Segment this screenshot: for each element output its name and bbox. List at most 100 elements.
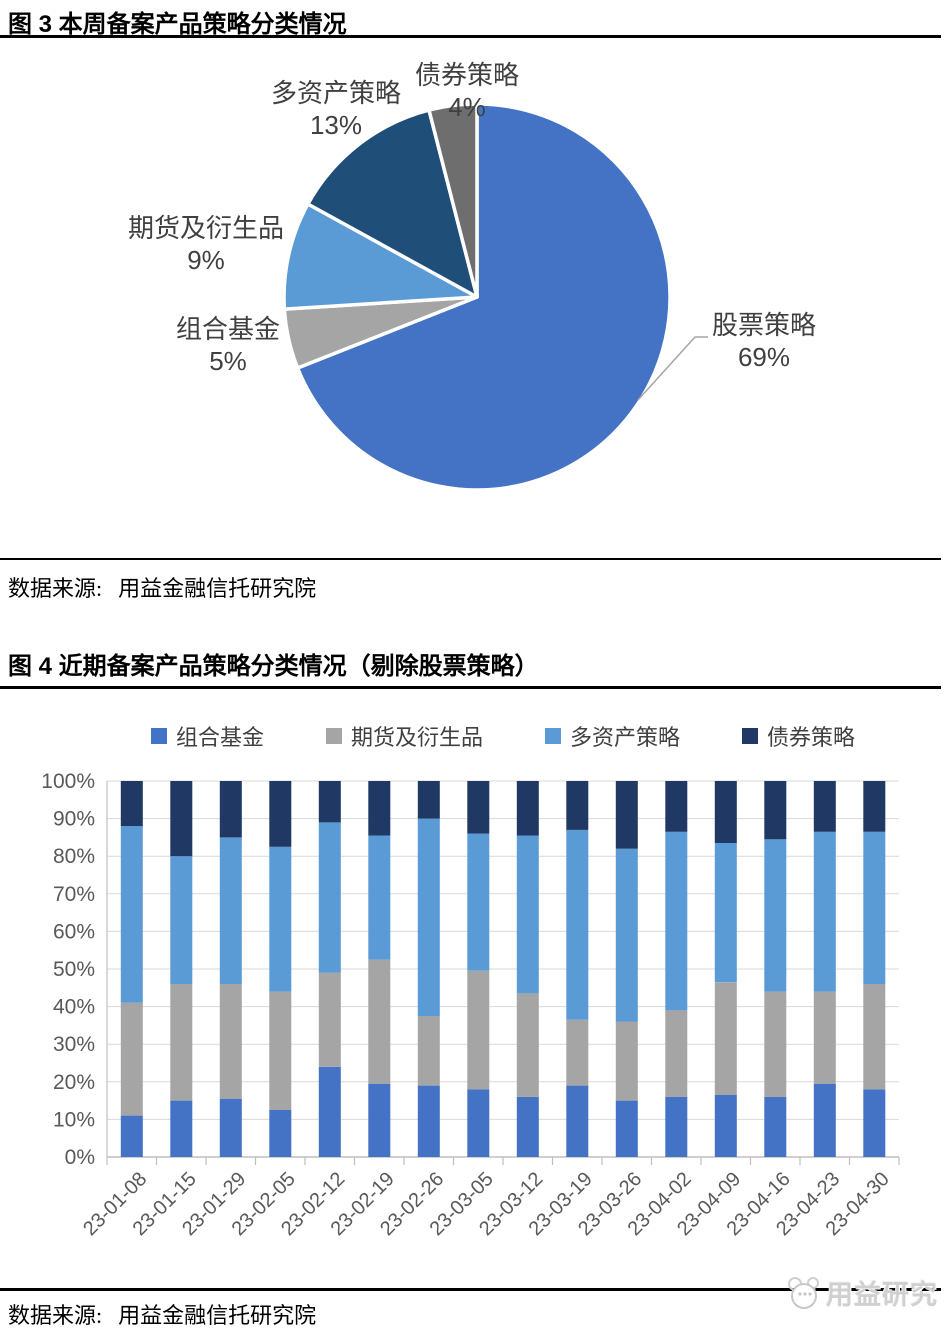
x-axis-labels: 23-01-0823-01-1523-01-2923-02-0523-02-12…	[79, 1168, 894, 1240]
pie-slice-label-2: 期货及衍生品 9%	[127, 213, 285, 275]
legend-swatch-icon	[150, 728, 167, 744]
bar-segment-23-04-16-0	[764, 1096, 787, 1157]
pie-slices	[282, 102, 672, 492]
bar-segment-23-03-05-2	[467, 833, 490, 971]
bar-segment-23-02-19-1	[368, 959, 391, 1084]
bar-segment-23-03-19-2	[566, 829, 589, 1020]
source-label: 数据来源:	[8, 1303, 103, 1328]
x-label-23-01-08: 23-01-08	[79, 1168, 151, 1240]
legend-swatch-icon	[742, 728, 759, 744]
bar-segment-23-02-12-3	[318, 781, 341, 823]
bar-segment-23-01-15-1	[170, 984, 193, 1101]
bar-segment-23-02-19-0	[368, 1083, 391, 1157]
bar-segment-23-02-12-1	[318, 972, 341, 1067]
svg-text:10%: 10%	[53, 1108, 95, 1131]
pie-slice-label-3: 多资产策略 13%	[270, 78, 402, 140]
x-label-23-01-15: 23-01-15	[129, 1168, 201, 1240]
yongyi-logo-icon	[788, 1277, 819, 1309]
y-axis-labels: 0% 10% 20% 30% 40% 50% 60% 70% 80% 90% 100%	[41, 770, 95, 1169]
bar-segment-23-01-29-0	[219, 1098, 242, 1157]
bar-segment-23-04-30-3	[863, 781, 886, 832]
legend-item-3: 债券策略	[742, 720, 855, 752]
bar-segment-23-04-23-1	[813, 991, 836, 1084]
bar-segment-23-01-29-3	[219, 781, 242, 838]
bar-segment-23-01-15-3	[170, 781, 193, 857]
legend-label: 组合基金	[175, 725, 264, 750]
source-label: 数据来源:	[8, 576, 103, 601]
bar-segment-23-03-12-2	[516, 835, 539, 994]
svg-text:40%: 40%	[53, 996, 95, 1019]
svg-text:90%: 90%	[53, 808, 95, 831]
bar-segment-23-04-30-0	[863, 1089, 886, 1157]
bar-segment-23-01-08-2	[120, 826, 143, 1003]
bar-segment-23-02-12-2	[318, 822, 341, 973]
bar-segment-23-02-19-3	[368, 781, 391, 836]
x-label-23-04-23: 23-04-23	[772, 1168, 844, 1240]
x-label-23-03-05: 23-03-05	[426, 1168, 498, 1240]
bar-segment-23-04-02-0	[665, 1096, 688, 1157]
x-label-23-04-09: 23-04-09	[673, 1168, 745, 1240]
x-label-23-03-26: 23-03-26	[574, 1168, 646, 1240]
figure4-source: 数据来源: 用益金融信托研究院	[8, 1298, 316, 1330]
x-label-23-02-05: 23-02-05	[228, 1168, 300, 1240]
bar-segment-23-03-05-3	[467, 781, 490, 834]
x-label-23-02-26: 23-02-26	[376, 1168, 448, 1240]
svg-text:30%: 30%	[53, 1033, 95, 1056]
legend-label: 多资产策略	[570, 725, 681, 750]
bar-segment-23-04-09-1	[714, 982, 737, 1095]
x-label-23-04-16: 23-04-16	[723, 1168, 795, 1240]
bar-segment-23-03-12-0	[516, 1096, 539, 1157]
x-label-23-03-19: 23-03-19	[525, 1168, 597, 1240]
pie-slice-label-4: 债券策略 4%	[414, 60, 520, 122]
legend-label: 期货及衍生品	[350, 725, 483, 750]
figure4-title-divider	[0, 686, 941, 689]
bar-segment-23-01-08-1	[120, 1002, 143, 1116]
bar-segment-23-03-26-1	[615, 1021, 638, 1101]
bar-segment-23-03-05-0	[467, 1089, 490, 1157]
svg-text:0%: 0%	[65, 1146, 95, 1169]
bar-chart-legend: 组合基金 期货及衍生品 多资产策略 债券策略	[107, 720, 899, 752]
bar-segment-23-01-08-3	[120, 781, 143, 827]
bar-segment-23-02-05-3	[269, 781, 292, 847]
bar-segment-23-02-26-1	[417, 1016, 440, 1086]
bar-segment-23-03-19-1	[566, 1019, 589, 1086]
x-label-23-03-12: 23-03-12	[475, 1168, 547, 1240]
figure3-title: 图 3 本周备案产品策略分类情况	[8, 11, 347, 38]
bar-segment-23-04-09-3	[714, 781, 737, 843]
bar-segment-23-04-30-1	[863, 984, 886, 1090]
bar-segment-23-02-12-0	[318, 1066, 341, 1157]
figure3-source: 数据来源: 用益金融信托研究院	[8, 571, 316, 603]
svg-text:50%: 50%	[53, 958, 95, 981]
pie-slice-1	[282, 295, 479, 370]
bar-segment-23-01-29-1	[219, 984, 242, 1099]
bar-segment-23-02-05-0	[269, 1110, 292, 1157]
bar-segment-23-04-02-2	[665, 831, 688, 1011]
bar-segment-23-04-16-1	[764, 991, 787, 1097]
bar-segment-23-03-12-3	[516, 781, 539, 836]
legend-item-2: 多资产策略	[545, 720, 680, 752]
svg-text:60%: 60%	[53, 920, 95, 943]
legend-label: 债券策略	[767, 725, 856, 750]
bar-segment-23-02-26-3	[417, 781, 440, 819]
legend-swatch-icon	[325, 728, 342, 744]
source-value: 用益金融信托研究院	[118, 1303, 317, 1328]
pie-slice-2	[282, 202, 479, 311]
svg-text:100%: 100%	[41, 770, 95, 793]
svg-text:80%: 80%	[53, 845, 95, 868]
bar-segment-23-04-16-2	[764, 839, 787, 992]
bar-segment-23-02-19-2	[368, 835, 391, 960]
x-label-23-04-02: 23-04-02	[624, 1168, 696, 1240]
bar-segment-23-03-26-0	[615, 1100, 638, 1157]
figure4-source-divider	[0, 1288, 941, 1291]
bar-segment-23-03-19-0	[566, 1085, 589, 1157]
bar-segment-23-04-23-2	[813, 831, 836, 992]
bar-segment-23-02-26-0	[417, 1085, 440, 1157]
figure3-title-divider	[0, 35, 941, 38]
bar-segment-23-03-12-1	[516, 993, 539, 1097]
bar-segment-23-04-09-2	[714, 843, 737, 983]
bar-segment-23-04-02-3	[665, 781, 688, 832]
bar-segment-23-04-30-2	[863, 831, 886, 985]
bar-segment-23-02-05-1	[269, 991, 292, 1110]
watermark-text: 用益研究	[826, 1279, 938, 1310]
bar-segment-23-04-02-1	[665, 1010, 688, 1097]
